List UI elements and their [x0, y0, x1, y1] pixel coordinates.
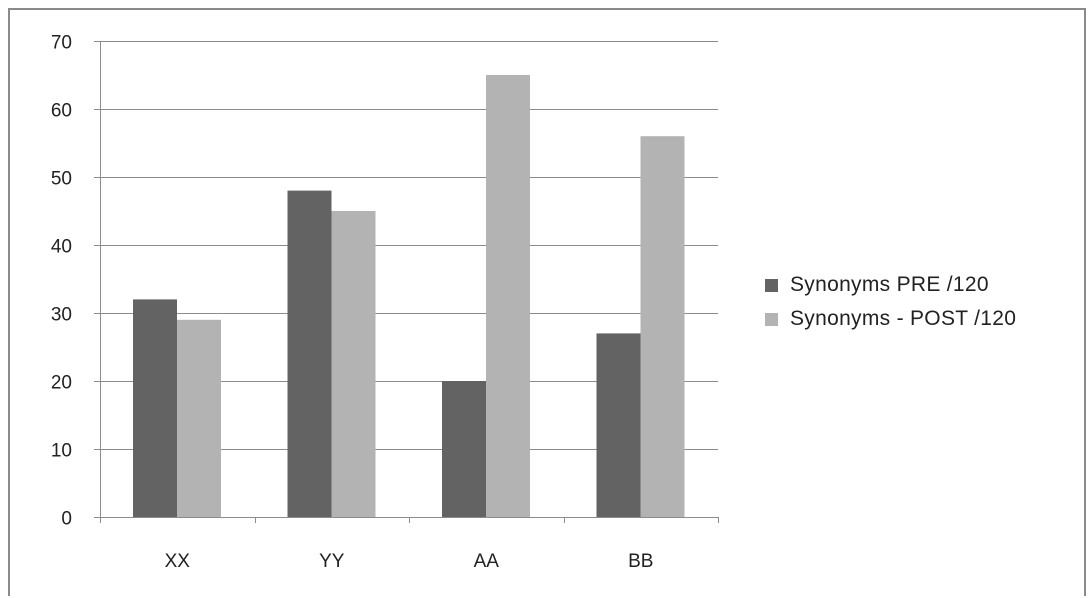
- chart-frame: [8, 8, 1086, 596]
- bar-aa-series-0: [442, 381, 486, 517]
- legend: Synonyms PRE /120 Synonyms - POST /120: [765, 268, 1016, 336]
- legend-label-post: Synonyms - POST /120: [790, 307, 1017, 330]
- x-tick-label-aa: AA: [474, 551, 500, 572]
- legend-item-post: Synonyms - POST /120: [765, 302, 1016, 336]
- bar-aa-series-1: [486, 75, 530, 517]
- y-tick-label-50: 50: [51, 169, 72, 190]
- x-tick-label-bb: BB: [628, 551, 653, 572]
- y-tick-label-0: 0: [61, 509, 72, 530]
- bar-xx-series-1: [177, 319, 221, 517]
- y-tick-label-70: 70: [51, 33, 72, 54]
- legend-item-pre: Synonyms PRE /120: [765, 268, 1016, 302]
- legend-label-pre: Synonyms PRE /120: [790, 273, 989, 296]
- y-tick-label-10: 10: [51, 441, 72, 462]
- y-tick-label-60: 60: [51, 101, 72, 122]
- y-tick-label-40: 40: [51, 237, 72, 258]
- bar-xx-series-0: [133, 299, 177, 517]
- legend-swatch-post: [765, 312, 778, 326]
- legend-swatch-pre: [765, 278, 778, 292]
- bar-bb-series-1: [640, 136, 685, 517]
- bar-yy-series-1: [331, 211, 376, 517]
- bar-bb-series-0: [596, 333, 641, 517]
- y-tick-label-20: 20: [51, 373, 72, 394]
- x-tick-label-xx: XX: [165, 551, 191, 572]
- x-tick-label-yy: YY: [319, 551, 345, 572]
- bar-yy-series-0: [287, 190, 332, 517]
- y-tick-label-30: 30: [51, 305, 72, 326]
